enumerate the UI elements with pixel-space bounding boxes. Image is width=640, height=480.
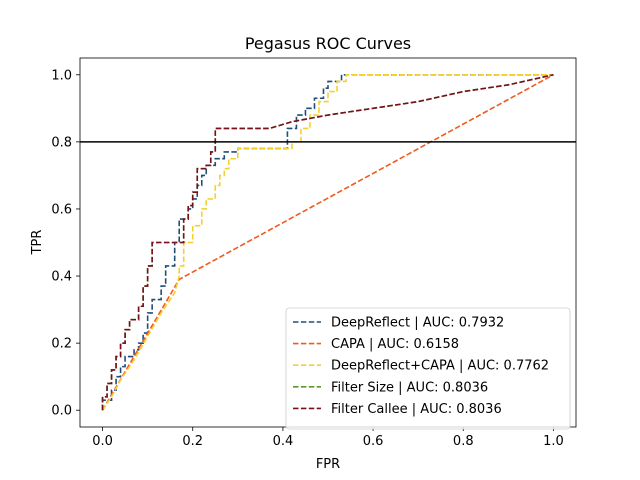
x-tick-label: 0.0 — [92, 434, 113, 449]
chart-title: Pegasus ROC Curves — [245, 34, 411, 53]
y-tick-label: 1.0 — [51, 68, 72, 83]
legend-label-3: Filter Size | AUC: 0.8036 — [331, 380, 488, 395]
legend: DeepReflect | AUC: 0.7932 CAPA | AUC: 0.6… — [285, 307, 571, 430]
x-tick-label: 0.8 — [453, 434, 474, 449]
y-tick-label: 0.0 — [51, 404, 72, 419]
x-tick-label: 1.0 — [543, 434, 564, 449]
series-line-4 — [101, 73, 554, 411]
x-tick-label: 0.4 — [273, 434, 294, 449]
series-line-2 — [101, 73, 554, 411]
legend-label-1: CAPA | AUC: 0.6158 — [331, 337, 459, 352]
x-tick-label: 0.6 — [363, 434, 384, 449]
legend-label-4: Filter Callee | AUC: 0.8036 — [331, 402, 502, 417]
series-line-1 — [101, 74, 554, 411]
legend-label-0: DeepReflect | AUC: 0.7932 — [331, 316, 504, 331]
y-tick-label: 0.4 — [51, 270, 72, 285]
legend-label-2: DeepReflect+CAPA | AUC: 0.7762 — [331, 359, 549, 374]
plot-area: 0.0 0.2 0.4 0.6 0.8 1.0 0.0 0.2 0.4 0.6 0.8 1.0 — [51, 57, 577, 449]
x-tick-label: 0.2 — [182, 434, 203, 449]
y-tick-label: 0.2 — [51, 337, 72, 352]
x-axis-title: FPR — [316, 457, 340, 472]
y-axis-title: TPR — [30, 230, 45, 256]
y-tick-label: 0.8 — [51, 135, 72, 150]
y-tick-label: 0.6 — [51, 202, 72, 217]
legend-box — [285, 307, 571, 430]
series-group — [101, 73, 554, 411]
